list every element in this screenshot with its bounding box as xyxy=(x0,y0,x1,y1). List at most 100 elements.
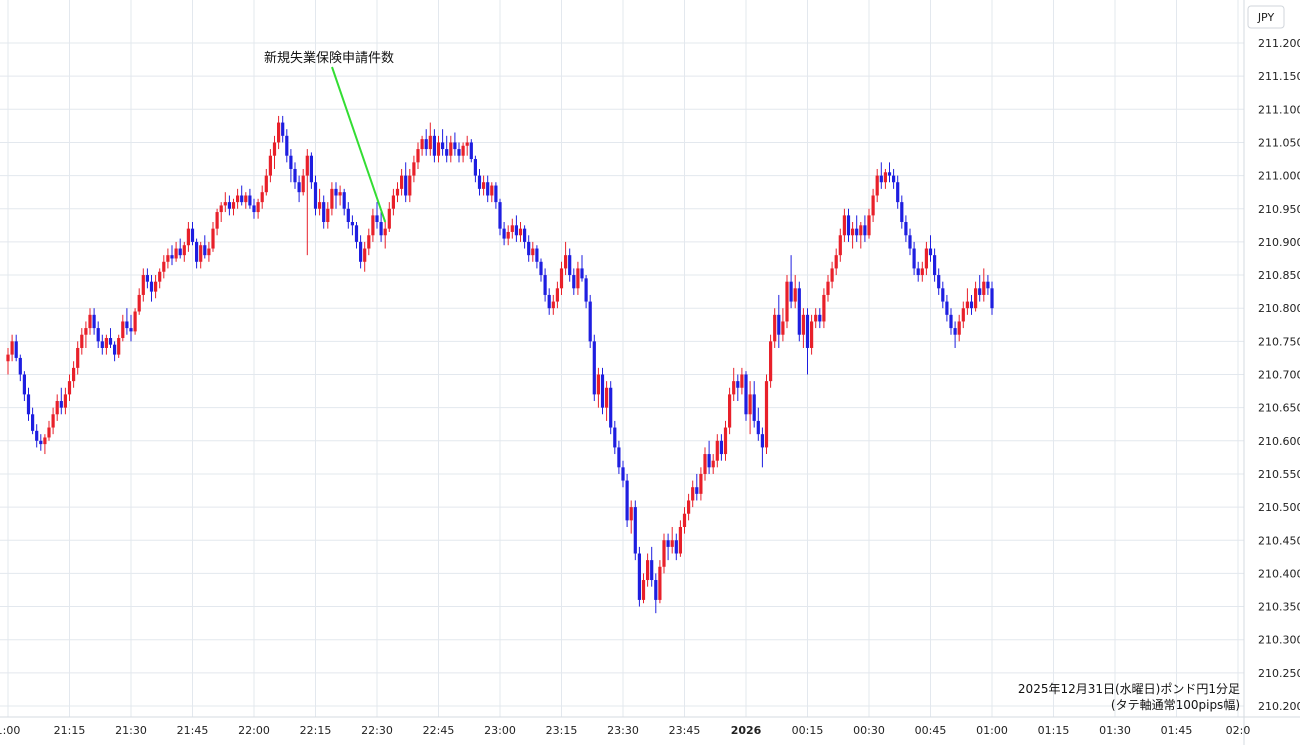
candle-body xyxy=(166,255,170,262)
candle-body xyxy=(490,185,494,196)
candle-body xyxy=(473,159,477,176)
time-tick-label: 01:15 xyxy=(1038,724,1070,737)
candle-body xyxy=(539,261,543,276)
candle-body xyxy=(609,387,613,428)
candle-body xyxy=(912,248,916,269)
candle-body xyxy=(76,347,80,368)
candle-body xyxy=(822,294,826,322)
candle-body xyxy=(584,278,588,302)
annotation-pointer-line xyxy=(331,66,387,223)
candle-body xyxy=(846,215,851,236)
candle-body xyxy=(756,420,760,435)
candle-body xyxy=(547,294,551,309)
time-tick-label: 22:00 xyxy=(238,724,270,737)
candle-body xyxy=(842,215,846,236)
candle-body xyxy=(363,248,367,262)
candle-body xyxy=(506,231,510,239)
candle-body xyxy=(223,202,227,206)
candle-body xyxy=(293,168,297,183)
candle-body xyxy=(982,281,986,295)
candle-body xyxy=(974,288,978,309)
price-tick-label: 210.250 xyxy=(1258,667,1300,680)
price-axis-panel[interactable] xyxy=(1244,0,1300,745)
candle-body xyxy=(797,288,801,335)
candle-body xyxy=(789,281,793,302)
price-tick-label: 210.700 xyxy=(1258,369,1300,382)
candle-body xyxy=(732,381,736,395)
candle-body xyxy=(875,175,879,196)
candle-body xyxy=(514,225,518,236)
candle-body xyxy=(760,434,764,448)
candle-body xyxy=(367,235,371,249)
candle-body xyxy=(322,202,326,223)
candle-body xyxy=(330,188,334,209)
candle-body xyxy=(219,205,223,213)
price-tick-label: 210.650 xyxy=(1258,402,1300,415)
time-tick-label: 1:00 xyxy=(0,724,20,737)
candle-body xyxy=(236,195,240,203)
candle-body xyxy=(818,314,822,322)
time-tick-label: 00:45 xyxy=(915,724,947,737)
candle-body xyxy=(658,566,662,600)
candle-body xyxy=(744,374,748,415)
candle-body xyxy=(965,301,969,309)
currency-badge[interactable] xyxy=(1247,5,1285,29)
candle-body xyxy=(551,301,555,309)
candle-body xyxy=(240,195,244,203)
candle-body xyxy=(904,222,908,236)
candle-body xyxy=(613,427,617,448)
candle-body xyxy=(289,155,293,169)
candle-body xyxy=(707,454,711,468)
candle-body xyxy=(281,122,285,136)
price-tick-label: 210.200 xyxy=(1258,700,1300,713)
chart-footer-line1: 2025年12月31日(水曜日)ポンド円1分足 xyxy=(1018,682,1240,696)
candle-body xyxy=(84,328,88,335)
candle-body xyxy=(990,288,994,309)
time-tick-label: 22:15 xyxy=(300,724,332,737)
candle-body xyxy=(834,255,838,269)
candle-body xyxy=(400,175,404,189)
candle-body xyxy=(285,135,289,156)
time-axis-labels: 1:00 21:15 21:30 21:45 22:00 22:15 22:30 22:45 2… xyxy=(0,724,1250,737)
candle-body xyxy=(502,228,506,239)
candle-body xyxy=(469,142,473,160)
candle-body xyxy=(125,321,129,329)
candle-body xyxy=(666,540,670,547)
candle-body xyxy=(457,149,461,156)
candle-body xyxy=(625,480,629,521)
price-tick-label: 210.750 xyxy=(1258,335,1300,348)
candle-body xyxy=(769,341,773,382)
candle-body xyxy=(764,381,769,448)
candle-body xyxy=(674,540,678,554)
candle-body xyxy=(334,188,338,196)
price-tick-label: 210.800 xyxy=(1258,302,1300,315)
candle-body xyxy=(318,202,322,209)
candle-body xyxy=(576,268,580,289)
candle-body xyxy=(900,202,904,223)
candle-body xyxy=(654,580,658,600)
candle-body xyxy=(441,142,445,150)
time-tick-label: 00:15 xyxy=(792,724,824,737)
candle-body xyxy=(559,268,564,289)
time-tick-label: 02:0 xyxy=(1226,724,1251,737)
annotation-label: 新規失業保険申請件数 xyxy=(264,50,394,66)
candle-body xyxy=(22,374,26,395)
candle-body xyxy=(723,427,728,455)
candle-body xyxy=(892,175,896,183)
candle-body xyxy=(92,314,96,329)
candle-body xyxy=(141,275,145,295)
candle-body xyxy=(527,241,531,256)
candle-body xyxy=(313,182,318,209)
candle-body xyxy=(711,460,715,468)
candle-body xyxy=(72,367,76,382)
candle-body xyxy=(309,155,313,183)
chart-footer-line2: (タテ軸通常100pips幅) xyxy=(1111,697,1240,712)
candle-body xyxy=(129,328,133,332)
candle-body xyxy=(777,314,781,335)
price-tick-label: 210.400 xyxy=(1258,567,1300,580)
candle-body xyxy=(113,344,117,355)
candle-body xyxy=(633,507,637,554)
candle-body xyxy=(678,526,682,554)
candle-body xyxy=(354,225,359,242)
candle-body xyxy=(43,437,47,445)
